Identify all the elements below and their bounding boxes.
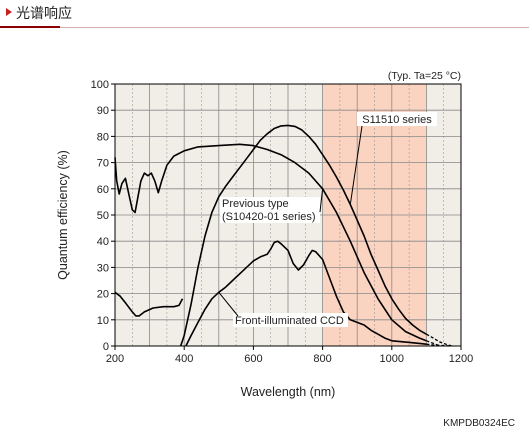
x-tick-label: 800	[313, 353, 331, 365]
x-tick-label: 600	[244, 353, 262, 365]
series-line-s11510-extrapolated	[426, 333, 453, 347]
callout-label-previous-type-line1: Previous type	[222, 198, 289, 210]
series-line-front-illuminated-ccd-extrapolated	[426, 343, 451, 347]
y-tick-label: 70	[97, 158, 109, 170]
leader-line-previous-type	[319, 188, 324, 213]
page-header: 光谱响应	[0, 0, 529, 30]
series-line-uv-region	[114, 291, 184, 317]
callout-box-s11510	[357, 112, 437, 126]
x-tick-label: 200	[106, 353, 124, 365]
y-tick-label: 40	[97, 236, 109, 248]
callout-label-ccd: Front-illuminated CCD	[235, 315, 344, 327]
callout-box-previous-type	[220, 197, 320, 223]
callout-label-s11510: S11510 series	[362, 114, 432, 126]
series-line-s11510	[179, 124, 427, 347]
y-tick-label: 80	[97, 131, 109, 143]
figure-code: KMPDB0324EC	[443, 418, 515, 429]
header-underline	[60, 27, 529, 28]
x-tick-label: 1000	[380, 353, 404, 365]
y-tick-label: 0	[103, 341, 109, 353]
y-tick-label: 50	[97, 210, 109, 222]
y-tick-label: 90	[97, 105, 109, 117]
leader-line-s11510	[349, 125, 363, 205]
y-tick-label: 100	[91, 79, 109, 91]
y-tick-label: 20	[97, 289, 109, 301]
y-tick-label: 30	[97, 262, 109, 274]
series-line-previous-type	[114, 143, 427, 342]
series-line-front-illuminated-ccd	[185, 240, 427, 347]
chart-note: (Typ. Ta=25 °C)	[388, 70, 461, 82]
y-tick-label: 10	[97, 315, 109, 327]
y-axis-label: Quantum efficiency (%)	[56, 150, 70, 280]
x-tick-label: 400	[175, 353, 193, 365]
header-underline-accent	[0, 26, 60, 28]
x-axis-label: Wavelength (nm)	[241, 385, 336, 399]
callout-box-ccd	[233, 313, 348, 327]
callout-label-previous-type-line2: (S10420-01 series)	[222, 211, 316, 223]
x-tick-label: 1200	[449, 353, 473, 365]
y-tick-label: 60	[97, 184, 109, 196]
triangle-marker-icon	[6, 8, 12, 16]
page-title: 光谱响应	[16, 6, 72, 22]
leader-line-ccd	[218, 291, 239, 317]
